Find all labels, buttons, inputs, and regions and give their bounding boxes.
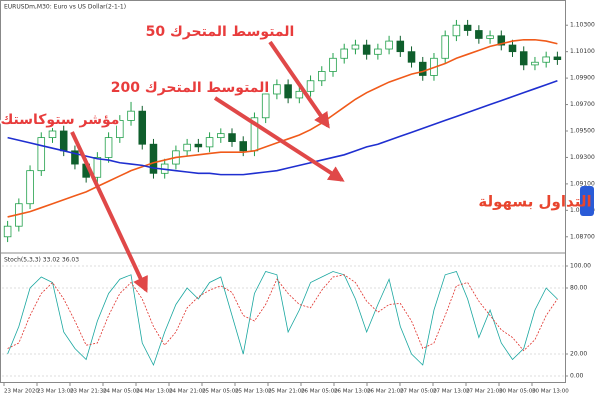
candle-body: [318, 71, 326, 82]
candle-body: [553, 56, 562, 60]
x-tick-label: 30 Mar 13:00: [532, 389, 569, 395]
series-line: [7, 80, 558, 176]
y-tick-label: 1.09900: [570, 75, 595, 82]
candle-body: [497, 35, 506, 46]
x-tick-label: 23 Mar 21:30: [70, 389, 107, 395]
x-tick-label: 27 Mar 05:00: [400, 389, 437, 395]
arrow: [268, 40, 330, 129]
x-tick-label: 27 Mar 13:00: [433, 389, 470, 395]
y-tick-label: 80.00: [570, 285, 587, 292]
indicator-title: Stoch(5,3,3) 33.02 36.03: [4, 257, 79, 264]
series-line: [7, 271, 558, 367]
candle-body: [239, 141, 247, 152]
candle-body: [396, 40, 405, 53]
y-tick-label: 1.09300: [570, 154, 595, 161]
candle-body: [407, 51, 416, 63]
candle-body: [374, 48, 382, 55]
annotation: المتوسط المتحرك 200: [111, 80, 269, 96]
candle-body: [205, 137, 214, 148]
y-tick-label: 1.09700: [570, 101, 595, 108]
x-tick-label: 26 Mar 13:00: [334, 389, 371, 395]
x-tick-label: 24 Mar 05:00: [103, 389, 140, 395]
candle-body: [228, 133, 236, 142]
annotation: مؤشر ستوكاستك: [1, 112, 120, 128]
candle-body: [508, 44, 517, 53]
y-tick-label: 20.00: [570, 351, 587, 358]
candle-body: [351, 44, 360, 50]
candle-body: [542, 56, 550, 63]
candle-body: [48, 130, 57, 139]
candle-body: [519, 51, 528, 66]
candle-body: [329, 57, 337, 72]
y-tick-label: 1.09500: [570, 128, 595, 135]
candle-body: [93, 157, 102, 178]
candle-body: [452, 24, 461, 37]
x-tick-label: 24 Mar 21:00: [169, 389, 206, 395]
annotation: المتوسط المتحرك 50: [146, 24, 295, 40]
candle-body: [486, 35, 494, 39]
frame: [0, 0, 566, 383]
candle-body: [284, 84, 292, 99]
candle-body: [71, 150, 79, 165]
y-tick-label: 1.10300: [570, 22, 595, 29]
y-tick-label: 1.10100: [570, 48, 595, 55]
candle-body: [306, 80, 315, 92]
candle-body: [340, 48, 348, 59]
arrow: [213, 96, 345, 182]
y-tick-label: 1.09100: [570, 180, 595, 187]
x-tick-label: 30 Mar 05:00: [499, 389, 536, 395]
candle-body: [273, 84, 281, 95]
candle-body: [138, 110, 147, 145]
candle-body: [463, 24, 472, 31]
x-tick-label: 26 Mar 21:00: [367, 389, 404, 395]
candle-body: [116, 120, 124, 139]
candle-body: [217, 133, 225, 139]
logo-text: التداول بسهولة: [478, 193, 591, 211]
series-line: [7, 274, 558, 352]
logo: التداول بسهولة: [478, 186, 594, 216]
candle-body: [183, 143, 191, 152]
x-tick-label: 25 Mar 21:00: [268, 389, 305, 395]
candle-body: [475, 30, 483, 39]
candle-body: [3, 225, 12, 238]
arrow: [70, 131, 148, 293]
candle-body: [385, 40, 393, 50]
candle-body: [295, 90, 304, 99]
candle-body: [194, 143, 203, 148]
candle-body: [59, 130, 68, 152]
candle-body: [104, 137, 113, 158]
x-tick-label: 26 Mar 05:00: [301, 389, 338, 395]
y-tick-label: 0.00: [570, 373, 584, 380]
x-tick-label: 27 Mar 21:00: [466, 389, 503, 395]
candle-body: [149, 143, 158, 174]
candle-body: [441, 35, 449, 59]
x-tick-label: 23 Mar 13:00: [37, 389, 74, 395]
candle-body: [531, 61, 539, 66]
candle-body: [418, 61, 427, 76]
candle-body: [362, 44, 371, 55]
candle-body: [26, 170, 34, 205]
x-tick-label: 23 Mar 2020: [4, 389, 39, 395]
chart-title: EURUSDm,M30: Euro vs US Dollar(2-1-1): [4, 4, 126, 11]
series-line: [7, 38, 558, 218]
candle-body: [261, 93, 270, 119]
x-tick-label: 25 Mar 13:00: [235, 389, 272, 395]
candle-body: [127, 110, 135, 121]
y-tick-label: 100.00: [570, 263, 591, 270]
y-tick-label: 1.08700: [570, 233, 595, 240]
x-tick-label: 25 Mar 05:00: [202, 389, 239, 395]
candle-body: [37, 137, 46, 172]
logo-icon: [580, 186, 594, 216]
x-tick-label: 24 Mar 13:00: [136, 389, 173, 395]
